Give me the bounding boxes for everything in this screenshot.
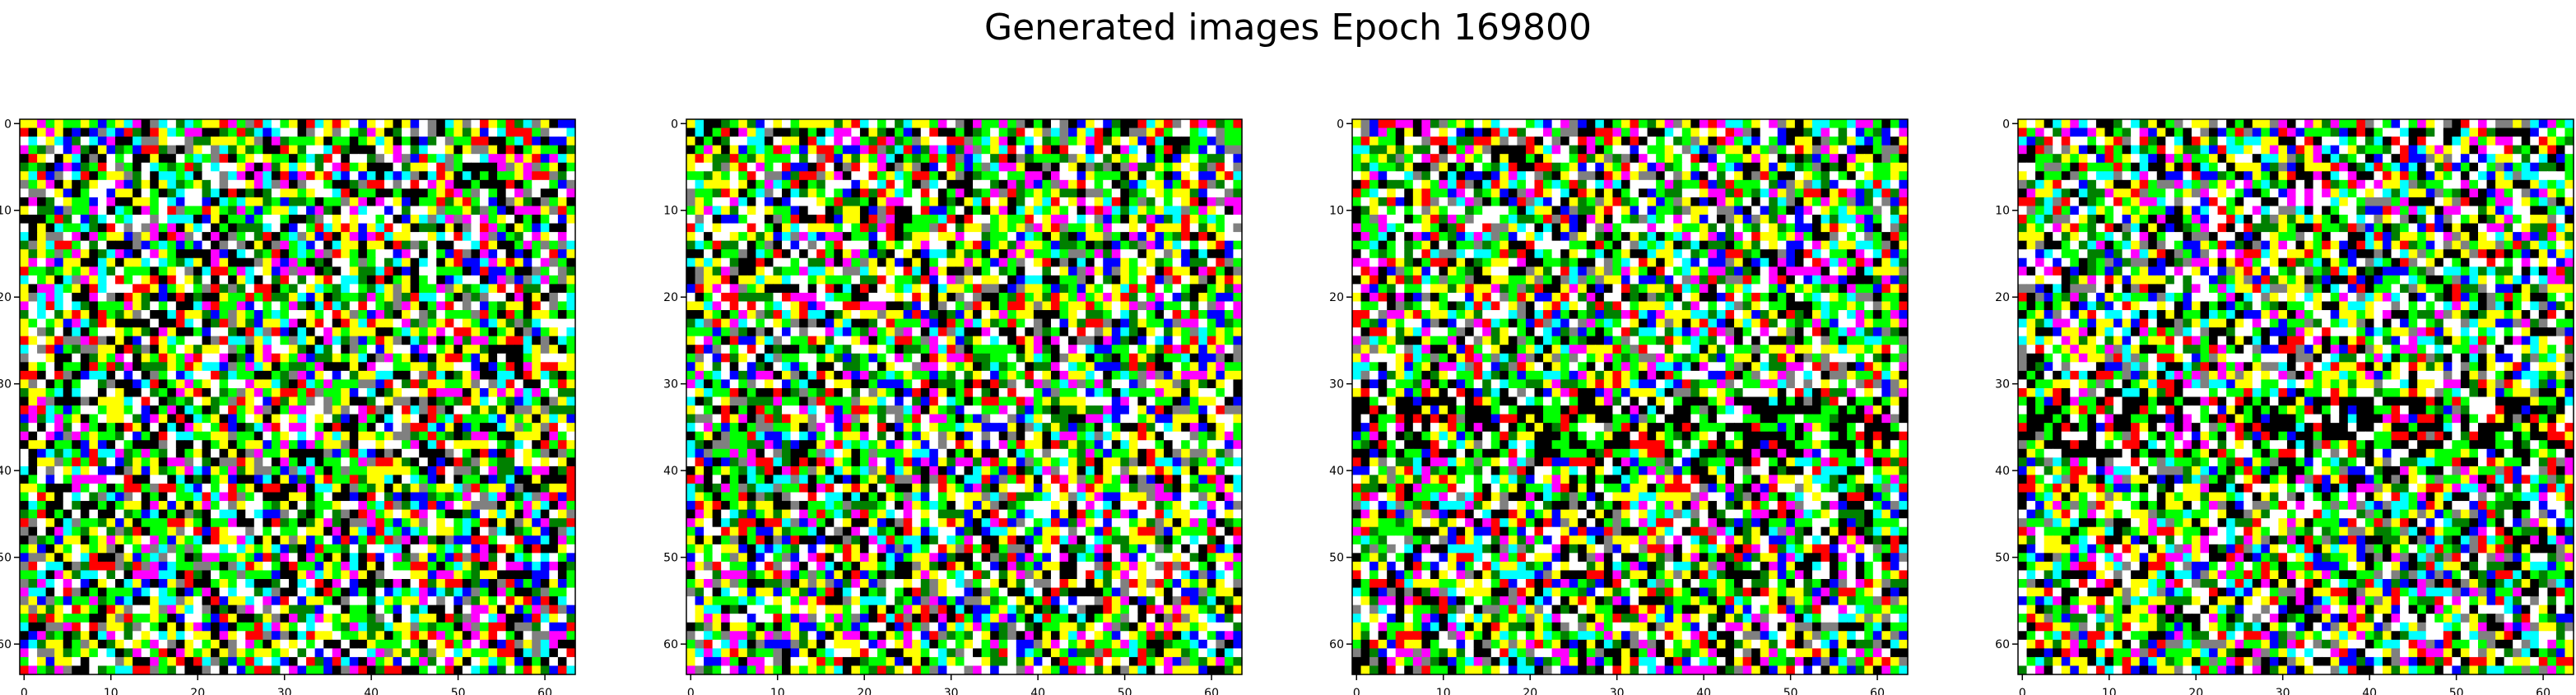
x-tick-label: 10: [1436, 687, 1451, 695]
y-tick-label: 60: [1995, 638, 2010, 651]
y-tick-label: 50: [663, 552, 678, 565]
pixel-image: [686, 119, 1243, 675]
pixel-image: [1352, 119, 1909, 675]
axes-frame: [2017, 118, 2574, 675]
figure-title: Generated images Epoch 169800: [983, 7, 1593, 49]
x-tick-label: 50: [451, 687, 466, 695]
y-tick-label: 30: [0, 378, 12, 392]
y-tick-label: 10: [663, 205, 678, 218]
x-tick-label: 60: [1870, 687, 1885, 695]
x-tick-label: 60: [2536, 687, 2550, 695]
x-tick-label: 20: [857, 687, 872, 695]
y-tick-label: 60: [0, 638, 12, 651]
x-tick-label: 50: [1783, 687, 1798, 695]
x-tick-label: 60: [1204, 687, 1219, 695]
image-panel-1: 0 10 20 30 40 50 60 0 10 20 30 40 50 60: [0, 118, 576, 695]
y-tick-label: 0: [2002, 118, 2010, 131]
y-tick-label: 20: [0, 291, 12, 304]
y-tick-label: 60: [1329, 638, 1344, 651]
x-tick-label: 30: [944, 687, 959, 695]
x-tick-label: 20: [2188, 687, 2203, 695]
y-tick-label: 20: [1329, 291, 1344, 304]
image-panel-3: 0 10 20 30 40 50 60 0 10 20 30 40 50 60: [1329, 118, 1909, 695]
x-tick-label: 10: [770, 687, 785, 695]
image-panel-4: 0 10 20 30 40 50 60 0 10 20 30 40 50 60: [1995, 118, 2574, 695]
x-tick-label: 50: [2449, 687, 2464, 695]
y-tick-label: 50: [1329, 552, 1344, 565]
axes-frame: [1351, 118, 1909, 675]
y-tick-label: 30: [1995, 378, 2010, 392]
x-tick-label: 0: [2019, 687, 2026, 695]
image-panel-2: 0 10 20 30 40 50 60 0 10 20 30 40 50 60: [663, 118, 1243, 695]
y-tick-label: 20: [663, 291, 678, 304]
y-tick-label: 30: [663, 378, 678, 392]
x-tick-label: 30: [1610, 687, 1625, 695]
x-tick-label: 40: [2362, 687, 2377, 695]
x-tick-label: 10: [104, 687, 119, 695]
axes-frame: [686, 118, 1243, 675]
x-tick-label: 50: [1118, 687, 1132, 695]
y-tick-label: 0: [4, 118, 12, 131]
y-tick-label: 0: [671, 118, 678, 131]
x-tick-label: 40: [1696, 687, 1711, 695]
y-tick-label: 40: [663, 465, 678, 478]
x-tick-label: 60: [537, 687, 552, 695]
y-tick-label: 10: [1329, 205, 1344, 218]
x-tick-label: 40: [364, 687, 379, 695]
pixel-image: [20, 119, 576, 675]
axes-frame: [19, 118, 576, 675]
y-tick-label: 60: [663, 638, 678, 651]
y-tick-label: 10: [0, 205, 12, 218]
y-tick-label: 40: [1995, 465, 2010, 478]
x-tick-label: 10: [2102, 687, 2117, 695]
pixel-image: [2018, 119, 2574, 675]
y-tick-label: 0: [1337, 118, 1344, 131]
x-tick-label: 20: [190, 687, 205, 695]
x-tick-label: 40: [1030, 687, 1045, 695]
x-tick-label: 20: [1523, 687, 1537, 695]
x-tick-label: 0: [1353, 687, 1360, 695]
y-tick-label: 30: [1329, 378, 1344, 392]
x-tick-label: 0: [687, 687, 695, 695]
x-tick-label: 0: [21, 687, 28, 695]
x-tick-label: 30: [277, 687, 292, 695]
y-tick-label: 40: [0, 465, 12, 478]
y-tick-label: 10: [1995, 205, 2010, 218]
x-tick-label: 30: [2276, 687, 2290, 695]
y-tick-label: 20: [1995, 291, 2010, 304]
y-tick-label: 50: [0, 552, 12, 565]
y-tick-label: 40: [1329, 465, 1344, 478]
y-tick-label: 50: [1995, 552, 2010, 565]
